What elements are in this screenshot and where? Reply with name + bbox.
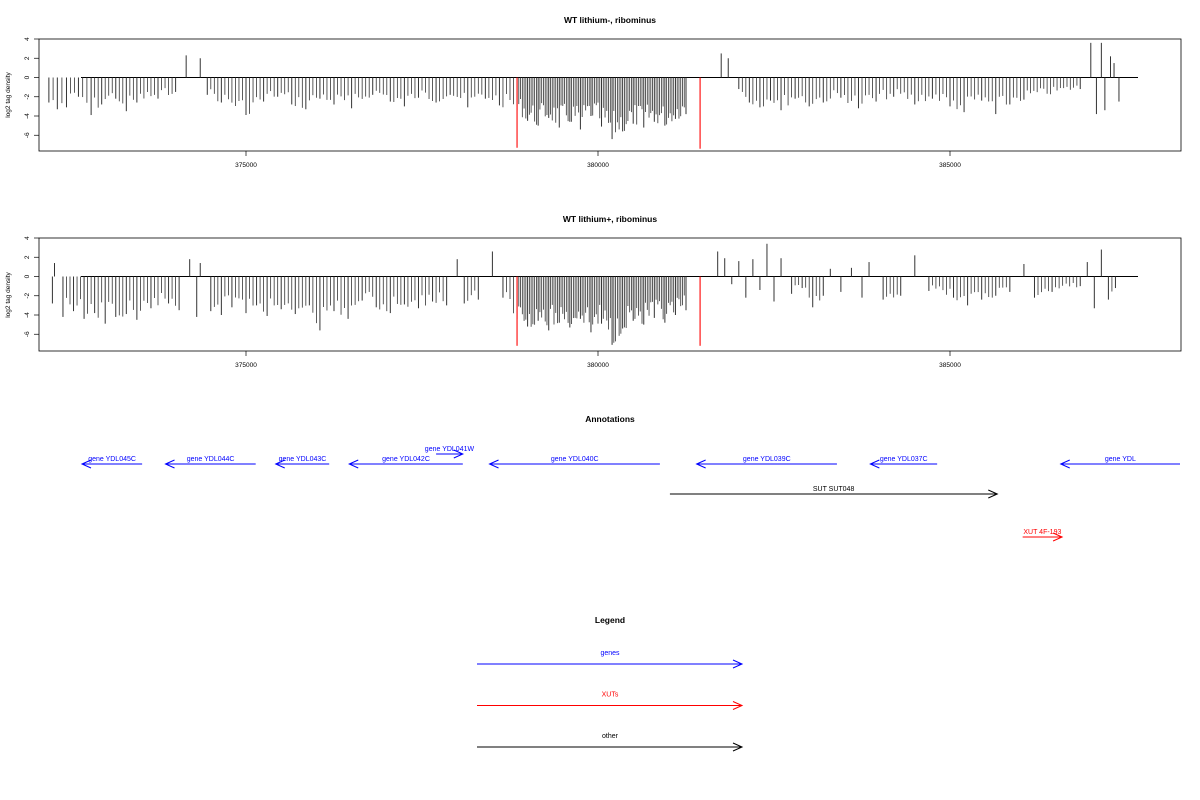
annotation-label: gene YDL: [1105, 456, 1136, 463]
y-tick-label: 2: [24, 255, 31, 259]
annotations-track: Annotations gene YDL045C gene YDL044C gene…: [80, 414, 1180, 542]
x-axis: 375000 380000 385000: [235, 151, 961, 169]
y-axis-label: log2 tag density: [5, 71, 12, 117]
legend-entry: other: [477, 733, 744, 752]
y-tick-label: -2: [24, 292, 31, 298]
x-tick-label: 385000: [939, 362, 961, 369]
annotation-label: XUT 4F-193: [1023, 529, 1061, 536]
annotation-label: gene YDL039C: [743, 456, 791, 463]
annotation-label: gene YDL037C: [880, 456, 928, 463]
annotation-arrow: gene YDL044C: [164, 456, 256, 469]
panel-lithium-minus: WT lithium-, ribominus log2 tag density …: [5, 15, 1182, 169]
y-axis: 4 2 0 -2 -4 -6: [24, 37, 39, 138]
annotation-items: gene YDL045C gene YDL044C gene YDL043C gene…: [80, 446, 1180, 542]
legend-entry: genes: [477, 650, 744, 669]
annotation-arrow: gene YDL042C: [348, 456, 463, 469]
y-axis: 4 2 0 -2 -4 -6: [24, 236, 39, 337]
y-tick-label: 4: [24, 236, 31, 240]
legend-items: genes XUTs other: [477, 650, 744, 752]
legend-entry: XUTs: [477, 692, 744, 710]
annotation-label: SUT SUT048: [813, 486, 855, 493]
y-tick-label: -6: [24, 132, 31, 138]
y-tick-label: -4: [24, 113, 31, 119]
annotation-label: gene YDL040C: [551, 456, 599, 463]
bars-layer: [51, 243, 1138, 346]
y-tick-label: 4: [24, 37, 31, 41]
y-tick-label: -2: [24, 93, 31, 99]
legend-label: genes: [600, 650, 620, 657]
y-tick-label: 2: [24, 56, 31, 60]
x-tick-label: 375000: [235, 162, 257, 169]
annotation-arrow: gene YDL037C: [869, 456, 938, 469]
bars-layer: [48, 42, 1138, 149]
legend-label: other: [602, 733, 619, 740]
annotation-arrow: gene YDL: [1059, 456, 1180, 469]
annotation-arrow: gene YDL039C: [695, 456, 837, 469]
legend: Legend genes XUTs other: [477, 615, 744, 752]
x-axis: 375000 380000 385000: [235, 351, 961, 369]
legend-title: Legend: [595, 615, 625, 625]
annotation-label: gene YDL042C: [382, 456, 430, 463]
x-tick-label: 380000: [587, 162, 609, 169]
panel-title: WT lithium-, ribominus: [564, 15, 656, 25]
panel-lithium-plus: WT lithium+, ribominus log2 tag density …: [5, 214, 1182, 369]
y-tick-label: -6: [24, 331, 31, 337]
annotation-arrow: gene YDL045C: [80, 456, 143, 469]
annotation-label: gene YDL043C: [279, 456, 327, 463]
plot-frame: [38, 237, 1182, 352]
panel-title: WT lithium+, ribominus: [563, 214, 657, 224]
annotation-arrow: gene YDL041W: [425, 446, 475, 459]
annotations-title: Annotations: [585, 414, 635, 424]
annotation-label: gene YDL045C: [88, 456, 136, 463]
plot-frame: [38, 38, 1182, 152]
x-tick-label: 385000: [939, 162, 961, 169]
annotation-arrow: gene YDL043C: [274, 456, 330, 469]
annotation-label: gene YDL044C: [187, 456, 235, 463]
annotation-arrow: SUT SUT048: [669, 486, 999, 499]
annotation-arrow: gene YDL040C: [488, 456, 660, 469]
x-tick-label: 380000: [587, 362, 609, 369]
annotation-label: gene YDL041W: [425, 446, 475, 453]
x-tick-label: 375000: [235, 362, 257, 369]
y-axis-label: log2 tag density: [5, 271, 12, 317]
y-tick-label: -4: [24, 312, 31, 318]
y-tick-label: 0: [24, 274, 31, 278]
annotation-arrow: XUT 4F-193: [1022, 529, 1064, 542]
legend-label: XUTs: [602, 692, 619, 699]
y-tick-label: 0: [24, 75, 31, 79]
